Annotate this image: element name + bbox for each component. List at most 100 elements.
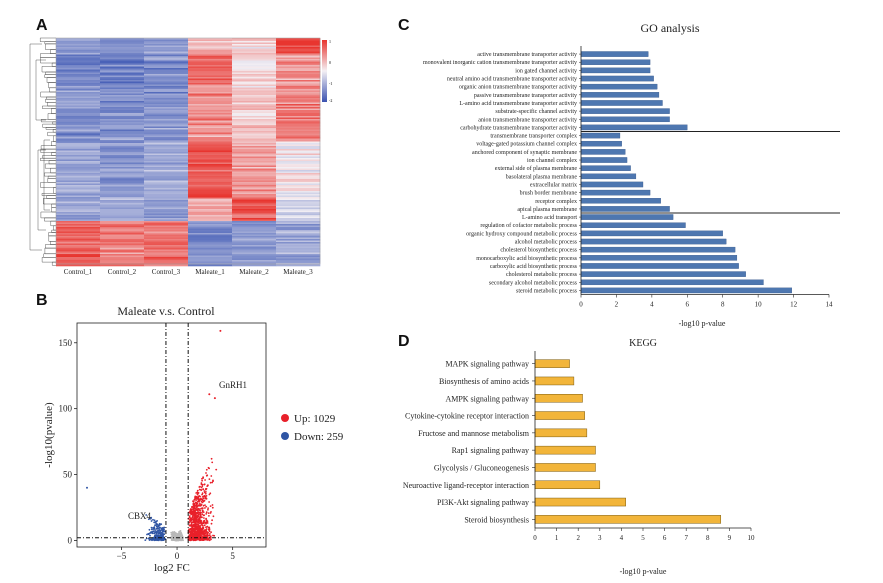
up-point	[208, 528, 211, 531]
up-point	[195, 534, 198, 537]
heatmap-col-label: Maleate_2	[239, 268, 269, 276]
heatmap-cell	[232, 158, 277, 160]
up-point	[196, 491, 199, 494]
heatmap-cell	[100, 93, 145, 96]
up-point	[207, 466, 210, 469]
up-point	[196, 523, 199, 526]
heatmap-cell	[100, 192, 145, 195]
heatmap-cell	[56, 131, 101, 133]
heatmap-cell	[100, 116, 145, 118]
heatmap-cell	[100, 107, 145, 109]
heatmap-cell	[56, 251, 101, 253]
ns-point	[178, 531, 181, 533]
heatmap-cell	[144, 135, 189, 138]
heatmap-cell	[276, 257, 321, 259]
heatmap-cell	[188, 233, 233, 235]
go-category-label: regulation of cofactor metabolic process	[480, 222, 577, 229]
heatmap-cell	[56, 135, 101, 138]
heatmap-cell	[188, 146, 233, 148]
heatmap-cell	[56, 132, 101, 135]
heatmap-cell	[276, 102, 321, 105]
heatmap-cell	[276, 176, 321, 178]
heatmap-cell	[100, 105, 145, 108]
heatmap-cell	[232, 69, 277, 72]
colorbar-tick: 0	[329, 60, 331, 65]
heatmap-cell	[188, 138, 233, 141]
go-bar	[580, 173, 637, 180]
up-point	[191, 508, 194, 511]
heatmap-cell	[100, 60, 145, 63]
down-point	[152, 530, 155, 533]
go-category-label: passive transmembrane transporter activi…	[474, 93, 577, 99]
heatmap-cell	[232, 77, 277, 79]
up-point	[195, 523, 197, 525]
heatmap-cell	[232, 93, 277, 96]
heatmap-cell	[188, 204, 233, 207]
heatmap-cell	[276, 224, 321, 226]
extreme-point	[219, 329, 222, 332]
heatmap-cell	[100, 251, 145, 253]
heatmap-cell	[100, 188, 145, 190]
up-point	[198, 531, 201, 533]
down-point	[161, 535, 164, 538]
heatmap-cell	[276, 80, 321, 82]
go-category-label: secondary alcohol metabolic process	[489, 280, 578, 286]
heatmap-cell	[144, 57, 189, 60]
up-point	[194, 532, 196, 535]
heatmap-cell	[188, 246, 233, 249]
down-point	[154, 538, 157, 541]
go-bar	[580, 238, 727, 245]
heatmap-cell	[144, 242, 189, 244]
down-point	[161, 527, 164, 530]
heatmap-cell	[232, 225, 277, 228]
heatmap-cell	[144, 155, 189, 157]
heatmap-cell	[188, 182, 233, 184]
up-point	[201, 498, 204, 500]
heatmap-cell	[188, 156, 233, 159]
heatmap-cell	[232, 128, 277, 130]
heatmap-cell	[188, 162, 233, 165]
heatmap-cell	[276, 56, 321, 58]
heatmap-cell	[188, 221, 233, 223]
heatmap-cell	[188, 177, 233, 180]
heatmap-cell	[144, 113, 189, 115]
down-point	[157, 534, 160, 537]
heatmap-cell	[100, 83, 145, 85]
heatmap-cell	[276, 153, 321, 156]
heatmap-cell	[56, 138, 101, 141]
heatmap-cell	[232, 236, 277, 238]
up-point	[192, 507, 195, 510]
heatmap-cell	[188, 87, 233, 90]
heatmap-cell	[232, 177, 277, 180]
kegg-bar	[534, 428, 588, 438]
heatmap-cell	[100, 155, 145, 157]
heatmap-cell	[100, 221, 145, 223]
up-point	[211, 461, 214, 464]
down-point	[163, 526, 166, 529]
up-point	[198, 508, 201, 510]
up-point	[210, 511, 212, 513]
heatmap-cell	[144, 123, 189, 126]
heatmap-cell	[144, 66, 189, 69]
up-point	[198, 505, 201, 507]
heatmap-cell	[232, 149, 277, 151]
heatmap-cell	[276, 107, 321, 109]
heatmap-cell	[232, 72, 277, 75]
heatmap-cell	[144, 54, 189, 57]
heatmap-cell	[232, 228, 277, 231]
heatmap-cell	[276, 209, 321, 211]
up-point	[204, 492, 207, 495]
heatmap-cell	[100, 95, 145, 97]
up-point	[201, 534, 203, 536]
heatmap-cell	[144, 248, 189, 250]
heatmap-cell	[56, 189, 101, 192]
up-point	[211, 504, 214, 506]
up-point	[193, 511, 196, 514]
heatmap-cell	[232, 120, 277, 123]
up-point	[200, 521, 203, 524]
up-point	[196, 526, 199, 529]
heatmap-cell	[232, 68, 277, 70]
heatmap-cell	[144, 165, 189, 168]
heatmap-cell	[144, 260, 189, 262]
go-x-tick-label: 4	[650, 301, 654, 309]
